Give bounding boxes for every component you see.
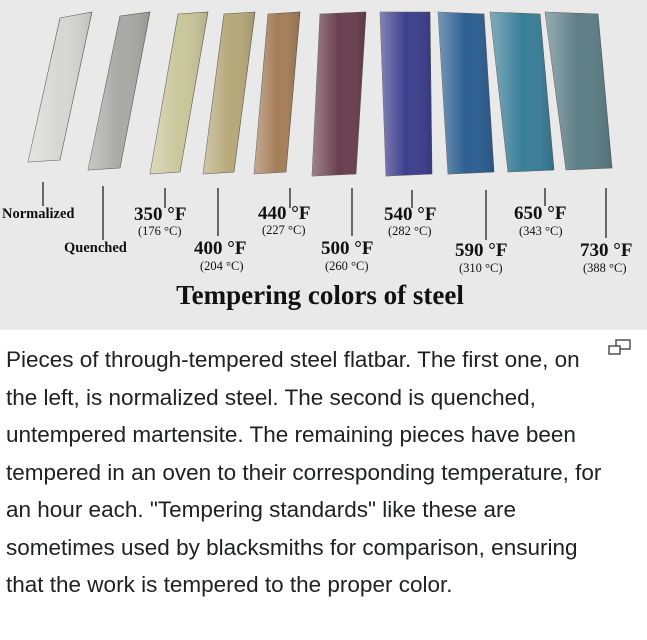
enlarge-icon[interactable]	[605, 337, 633, 359]
label-400-f: 400 °F	[194, 238, 246, 259]
figure-title: Tempering colors of steel	[176, 280, 464, 310]
label-730-c: (388 °C)	[583, 261, 627, 275]
label-400-c: (204 °C)	[200, 259, 244, 273]
label-590-f: 590 °F	[455, 240, 507, 261]
tempering-image: Normalized Quenched 350 °F (176 °C) 400 …	[2, 11, 632, 310]
label-650-c: (343 °C)	[519, 224, 563, 238]
label-500-c: (260 °C)	[325, 259, 369, 273]
caption-area: Pieces of through-tempered steel flatbar…	[0, 331, 647, 640]
label-650-f: 650 °F	[514, 203, 566, 224]
label-540-c: (282 °C)	[388, 224, 432, 238]
figure-caption: Pieces of through-tempered steel flatbar…	[6, 347, 602, 597]
label-590-c: (310 °C)	[459, 261, 503, 275]
leader-lines	[42, 182, 607, 240]
label-540-f: 540 °F	[384, 204, 436, 225]
label-350-f: 350 °F	[134, 204, 186, 225]
label-quenched: Quenched	[64, 240, 127, 256]
tempering-figure[interactable]: Normalized Quenched 350 °F (176 °C) 400 …	[0, 0, 647, 330]
label-440-c: (227 °C)	[262, 223, 306, 237]
label-normalized: Normalized	[2, 206, 74, 222]
label-350-c: (176 °C)	[138, 224, 182, 238]
label-440-f: 440 °F	[258, 203, 310, 224]
label-730-f: 730 °F	[580, 240, 632, 261]
label-500-f: 500 °F	[321, 238, 373, 259]
